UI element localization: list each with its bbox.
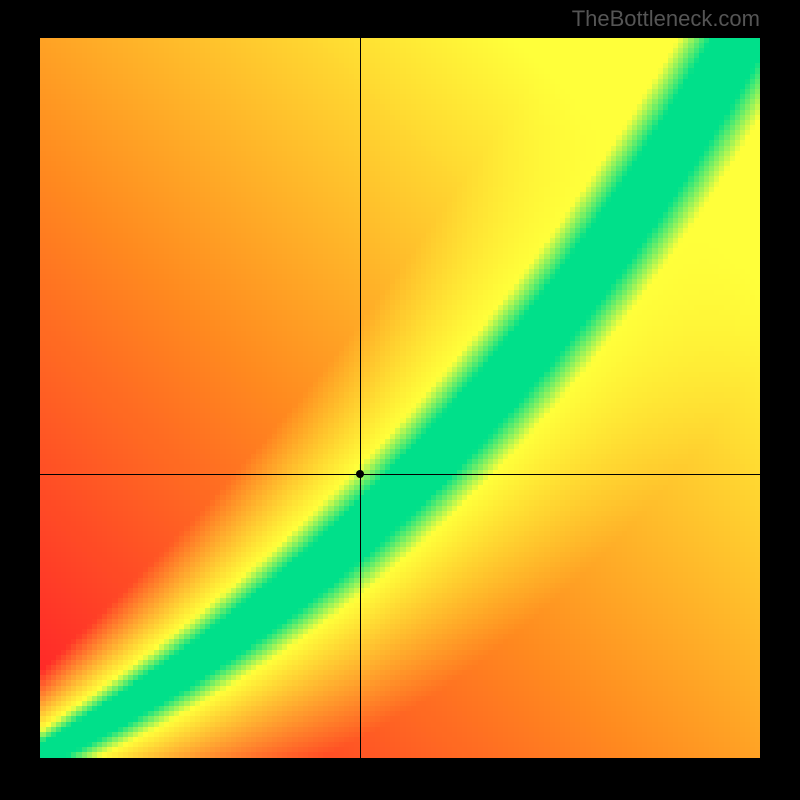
crosshair-horizontal	[40, 474, 760, 475]
bottleneck-heatmap	[40, 38, 760, 758]
intersection-marker	[356, 470, 364, 478]
crosshair-vertical	[360, 38, 361, 758]
plot-area	[40, 38, 760, 758]
watermark-text: TheBottleneck.com	[572, 6, 760, 32]
